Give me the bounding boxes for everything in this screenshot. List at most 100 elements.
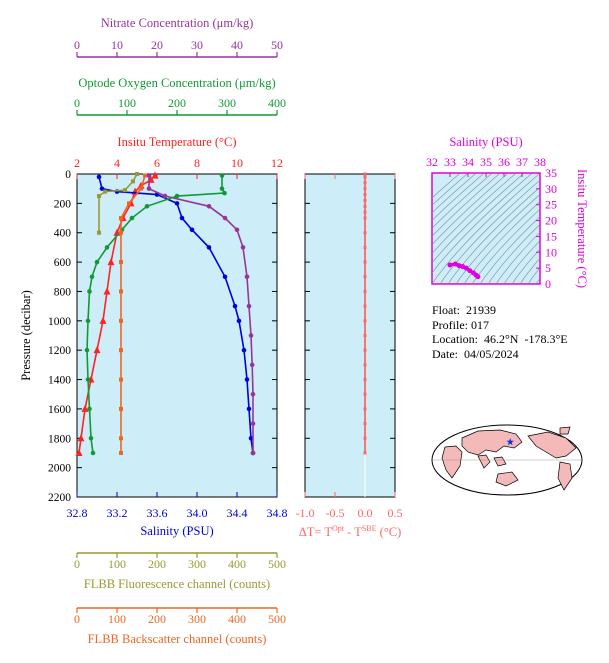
ts-point (447, 262, 453, 268)
ts-temperature-tick-label: 15 (545, 229, 557, 243)
isopycnal-line (455, 193, 540, 284)
nitrate-point (249, 362, 255, 368)
isopycnal-line (487, 223, 540, 284)
fluorescence-point (131, 179, 135, 184)
nitrate-point (146, 186, 152, 191)
temperature-axis-title: Insitu Temperature (°C) (117, 135, 236, 149)
salinity-point (241, 347, 247, 353)
pressure-tick-label: 1200 (48, 345, 71, 357)
fluorescence-axis-title: FLBB Fluorescence channel (counts) (84, 577, 270, 591)
fluorescence-point (103, 189, 107, 194)
backscatter-point (143, 173, 147, 178)
pressure-tick-label: 1000 (48, 316, 71, 328)
delta-t-point (363, 407, 367, 411)
isopycnal-line (432, 173, 501, 237)
profile-plot-area (76, 173, 278, 498)
fluorescence-point (97, 230, 101, 235)
ts-temperature-tick-label: 35 (545, 166, 557, 180)
backscatter-tick-label: 200 (148, 612, 166, 626)
nitrate-tick-label: 0 (74, 38, 80, 52)
delta-t-point (363, 378, 367, 382)
salinity-tick-label: 33.2 (107, 506, 128, 520)
delta-t-point (363, 260, 367, 264)
nitrate-tick-label: 40 (231, 38, 243, 52)
pressure-tick-label: 0 (65, 169, 71, 181)
map-landmass (559, 426, 571, 435)
oxygen-point (129, 215, 135, 221)
salinity-point (189, 227, 195, 233)
backscatter-tick-label: 300 (188, 612, 206, 626)
world-map-icon (431, 424, 583, 496)
backscatter-point (119, 377, 123, 382)
delta-t-point (363, 198, 367, 202)
profile-label: Profile: (432, 317, 468, 332)
salinity-point (236, 318, 242, 324)
delta-t-point (363, 334, 367, 337)
pressure-tick-label: 1800 (48, 433, 71, 445)
float-location-star-icon (506, 438, 515, 446)
pressure-tick-label: 1400 (48, 375, 71, 387)
isopycnal-line (432, 173, 493, 229)
ts-point (475, 274, 481, 280)
map-landmass (527, 431, 577, 459)
nitrate-point (250, 421, 256, 426)
salinity-point (244, 377, 250, 382)
nitrate-point (250, 391, 256, 397)
nitrate-point (162, 193, 168, 199)
map-landmass (557, 461, 573, 491)
ts-temperature-tick-label: 25 (545, 198, 557, 212)
location-label: Location: (432, 332, 478, 346)
oxygen-point (84, 347, 90, 353)
oxygen-point (144, 204, 150, 209)
nitrate-tick-label: 20 (151, 38, 163, 52)
backscatter-tick-label: 0 (74, 612, 80, 626)
nitrate-point (248, 333, 254, 338)
backscatter-point (127, 201, 131, 206)
oxygen-point (94, 259, 100, 265)
temperature-point (99, 316, 107, 324)
temperature-tick-label: 6 (154, 156, 160, 170)
oxygen-point (222, 190, 227, 196)
backscatter-point (119, 289, 123, 294)
delta-t-point (363, 319, 367, 323)
oxygen-point (89, 274, 95, 280)
oxygen-point (219, 186, 225, 191)
salinity-tick-label: 34.4 (227, 506, 248, 520)
delta-t-point (363, 422, 367, 426)
pressure-tick-label: 800 (54, 286, 72, 298)
nitrate-point (222, 215, 228, 221)
fluorescence-tick-label: 200 (148, 557, 166, 571)
delta-t-tick-label: -1.0 (296, 506, 315, 520)
fluorescence-tick-label: 500 (268, 557, 286, 571)
nitrate-tick-label: 10 (111, 38, 123, 52)
ts-salinity-tick-label: 35 (480, 155, 492, 169)
oxygen-tick-label: 0 (74, 96, 80, 110)
isopycnal-line (432, 173, 533, 274)
ts-temperature-tick-label: 20 (545, 214, 557, 228)
backscatter-tick-label: 100 (108, 612, 126, 626)
pressure-tick-label: 600 (54, 257, 72, 269)
isopycnal-line (495, 231, 540, 284)
isopycnal-line (432, 173, 509, 246)
salinity-tick-label: 34.0 (187, 506, 208, 520)
delta-t-axis-title: ΔT= TOpt - TSBE (°C) (299, 524, 402, 539)
delta-t-point (363, 210, 367, 214)
ts-salinity-tick-label: 37 (516, 155, 528, 169)
nitrate-tick-label: 30 (191, 38, 203, 52)
temperature-point (151, 171, 159, 179)
backscatter-point (139, 186, 143, 191)
delta-t-tick-label: 0.0 (358, 506, 373, 520)
backscatter-point (119, 230, 123, 235)
backscatter-point (119, 260, 123, 265)
backscatter-point (119, 216, 123, 221)
fluorescence-point (135, 172, 139, 176)
oxygen-axis-title: Optode Oxygen Concentration (μm/kg) (78, 76, 275, 90)
isopycnal-line (432, 173, 469, 206)
float-label: Float: (432, 303, 461, 317)
delta-t-point (363, 216, 367, 220)
isopycnal-line (503, 240, 540, 284)
nitrate-point (250, 450, 256, 456)
delta-t-point (363, 231, 367, 235)
fluorescence-tick-label: 0 (74, 557, 80, 571)
isopycnal-line (511, 248, 540, 284)
